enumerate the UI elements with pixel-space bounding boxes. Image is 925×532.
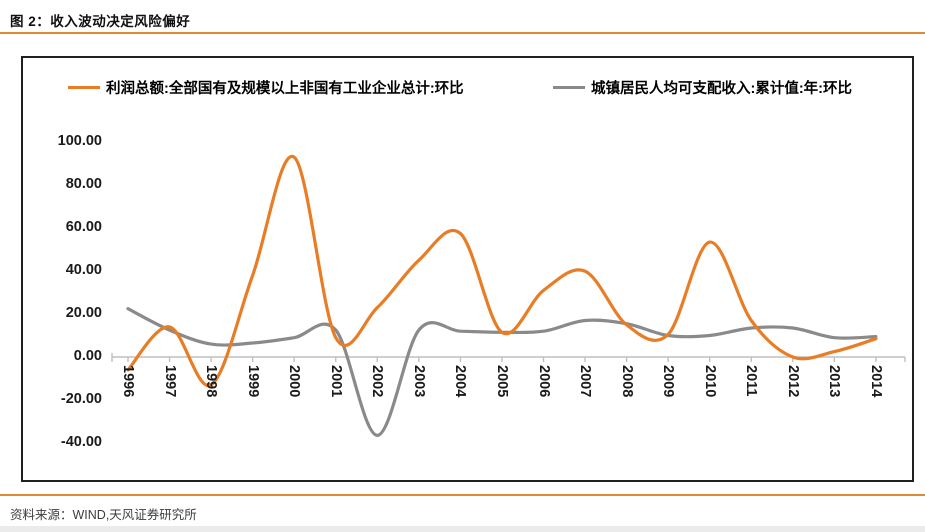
y-axis-label: 100.00: [57, 133, 102, 150]
x-axis-label: 2011: [743, 365, 760, 397]
footer-divider: [0, 494, 925, 496]
series-line-income: [126, 307, 878, 438]
x-axis-label: 2009: [660, 365, 677, 398]
x-axis-label: 2000: [286, 365, 303, 398]
legend-item-profit: 利润总额:全部国有及规模以上非国有工业企业总计:环比: [68, 77, 464, 98]
x-axis-label: 2003: [410, 365, 427, 398]
header-divider: [0, 32, 925, 34]
x-axis-label: 1998: [203, 365, 220, 398]
y-axis-label: 80.00: [65, 176, 102, 193]
y-axis-label: 40.00: [65, 262, 102, 279]
x-axis-label: 1996: [120, 365, 136, 398]
series-line-profit: [126, 154, 878, 388]
legend-label-profit: 利润总额:全部国有及规模以上非国有工业企业总计:环比: [106, 81, 464, 97]
x-axis-label: 1999: [244, 365, 261, 398]
data-source-note: 资料来源：WIND,天风证券研究所: [10, 508, 197, 522]
y-axis-label: 60.00: [65, 219, 102, 236]
x-axis-label: 2007: [577, 365, 594, 398]
x-axis-label: 2002: [369, 365, 386, 398]
x-axis-label: 2008: [618, 365, 635, 398]
x-axis-label: 2012: [784, 365, 801, 398]
y-axis-label: 20.00: [65, 305, 102, 322]
y-axis-label: 0.00: [73, 348, 102, 364]
legend-label-income: 城镇居民人均可支配收入:累计值:年:环比: [591, 81, 852, 97]
y-axis-label: -20.00: [60, 390, 102, 407]
x-axis-label: 2006: [535, 365, 552, 398]
chart-panel: [21, 56, 914, 482]
figure-title: 图 2：收入波动决定风险偏好: [10, 14, 191, 29]
page-bottom-strip: [0, 526, 925, 532]
x-axis-label: 2004: [452, 365, 469, 398]
income-series-line-swatch: [553, 86, 585, 89]
y-axis-label: -40.00: [60, 433, 102, 450]
profit-series-line-swatch: [68, 86, 100, 89]
x-axis-label: 2005: [493, 365, 510, 398]
legend-item-income: 城镇居民人均可支配收入:累计值:年:环比: [553, 77, 852, 98]
x-axis-label: 2013: [826, 365, 843, 398]
x-axis-label: 2001: [327, 365, 344, 398]
x-axis-label: 2014: [867, 365, 884, 398]
x-axis-label: 2010: [701, 365, 718, 398]
x-axis-label: 1997: [161, 365, 178, 398]
